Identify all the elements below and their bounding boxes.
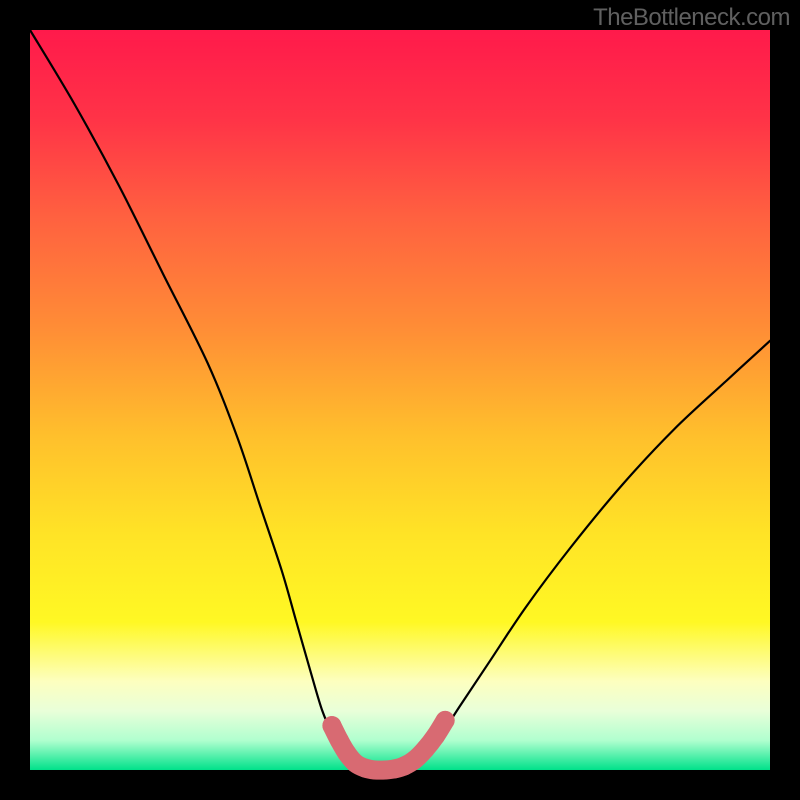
attribution-text: TheBottleneck.com	[593, 4, 790, 32]
plot-background	[30, 30, 770, 770]
marker-dot	[436, 711, 455, 730]
chart-stage: TheBottleneck.com	[0, 0, 800, 800]
chart-svg	[0, 0, 800, 800]
